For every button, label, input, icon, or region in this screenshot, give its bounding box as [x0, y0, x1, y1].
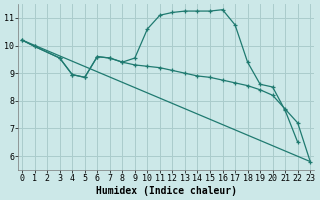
X-axis label: Humidex (Indice chaleur): Humidex (Indice chaleur)	[96, 186, 237, 196]
